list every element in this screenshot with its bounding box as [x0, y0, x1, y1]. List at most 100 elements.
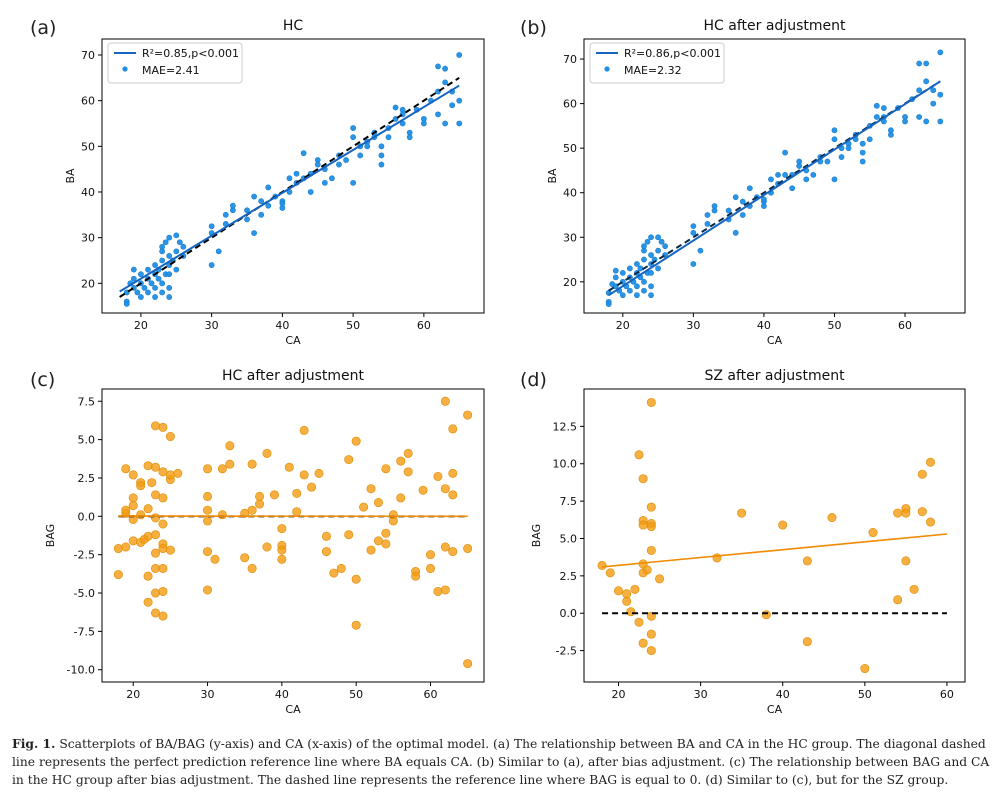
x-tick-label: 50	[858, 688, 872, 701]
data-point	[158, 563, 168, 573]
y-tick-label: 50	[563, 142, 577, 155]
chart-panel-d: (d) SZ after adjustment 20 30 40 50 60 -2.5 0.0 2…	[520, 368, 966, 716]
data-point	[802, 556, 812, 566]
data-point	[262, 542, 272, 552]
data-point	[937, 91, 944, 98]
data-point	[641, 278, 647, 285]
data-point	[442, 120, 448, 127]
data-point	[597, 560, 607, 570]
data-point	[152, 284, 158, 291]
data-point	[113, 544, 123, 554]
data-point	[418, 485, 428, 495]
data-point	[255, 499, 265, 509]
x-tick-label: 50	[349, 688, 363, 701]
y-tick-label: -10.0	[67, 664, 95, 677]
data-point	[463, 659, 473, 669]
data-point	[420, 120, 427, 127]
data-point	[143, 461, 153, 471]
data-point	[148, 280, 155, 287]
data-point	[381, 539, 391, 549]
data-point	[166, 253, 173, 259]
x-axis-label: CA	[285, 703, 301, 716]
data-point	[123, 300, 130, 307]
data-point	[778, 520, 788, 530]
y-tick-label: 5.0	[560, 532, 578, 545]
data-point	[782, 171, 788, 178]
chart-panel-b: (b) HC after adjustment 20 30 40 50 60 20 30 40 50…	[520, 17, 966, 347]
x-tick-label: 30	[694, 688, 708, 701]
data-point	[151, 548, 161, 558]
data-point	[145, 266, 151, 273]
data-point	[292, 507, 302, 517]
data-point	[613, 586, 623, 596]
y-tick-label: 50	[81, 140, 95, 153]
data-point	[860, 664, 870, 674]
data-point	[930, 100, 937, 107]
plot-area	[605, 49, 944, 307]
data-point	[388, 516, 398, 526]
data-point	[411, 571, 421, 581]
data-point	[158, 544, 168, 554]
data-point	[151, 462, 161, 472]
x-tick-label: 50	[346, 319, 360, 332]
data-point	[761, 196, 767, 203]
data-point	[449, 102, 456, 109]
data-point	[229, 202, 236, 209]
data-point	[619, 292, 626, 299]
data-point	[746, 185, 753, 192]
data-point	[930, 87, 937, 94]
data-point	[789, 185, 796, 192]
data-point	[448, 547, 458, 557]
data-point	[725, 207, 732, 214]
data-point	[136, 481, 146, 491]
plot-title: HC after adjustment	[222, 368, 364, 384]
data-point	[463, 544, 473, 554]
y-tick-label: -7.5	[74, 625, 95, 638]
data-point	[859, 149, 866, 156]
data-point	[385, 134, 392, 141]
plot-area	[113, 396, 473, 669]
data-point	[704, 220, 711, 227]
data-point	[336, 563, 346, 573]
data-point	[425, 550, 435, 560]
data-point	[357, 152, 364, 159]
data-point	[130, 275, 137, 282]
data-point	[739, 212, 746, 218]
data-point	[622, 589, 632, 599]
y-tick-label: 60	[563, 98, 577, 111]
data-point	[655, 247, 661, 254]
data-point	[605, 568, 615, 578]
data-point	[648, 283, 654, 290]
x-tick-label: 20	[134, 319, 148, 332]
data-point	[344, 455, 354, 465]
data-point	[321, 531, 331, 541]
data-point	[143, 571, 153, 581]
data-point	[626, 287, 633, 294]
data-point	[293, 170, 300, 177]
data-point	[134, 289, 141, 296]
data-point	[646, 397, 656, 407]
y-tick-label: 5.0	[78, 434, 96, 447]
data-point	[626, 607, 636, 617]
data-point	[265, 184, 272, 191]
data-point	[655, 234, 661, 241]
data-point	[634, 617, 644, 627]
data-point	[247, 563, 257, 573]
data-point	[165, 470, 175, 480]
data-point	[626, 265, 633, 272]
y-tick-label: 7.5	[560, 495, 578, 508]
data-point	[802, 637, 812, 647]
data-point	[641, 287, 647, 294]
data-point	[916, 87, 923, 94]
data-point	[658, 238, 665, 245]
data-point	[151, 588, 161, 598]
caption-label: Fig. 1.	[12, 736, 56, 751]
y-axis-label: BA	[546, 168, 559, 184]
data-point	[448, 424, 458, 434]
y-tick-label: 40	[81, 186, 95, 199]
data-point	[761, 610, 771, 620]
y-tick-label: 30	[563, 231, 577, 244]
data-point	[225, 441, 235, 451]
data-point	[128, 536, 138, 546]
data-point	[403, 467, 413, 477]
